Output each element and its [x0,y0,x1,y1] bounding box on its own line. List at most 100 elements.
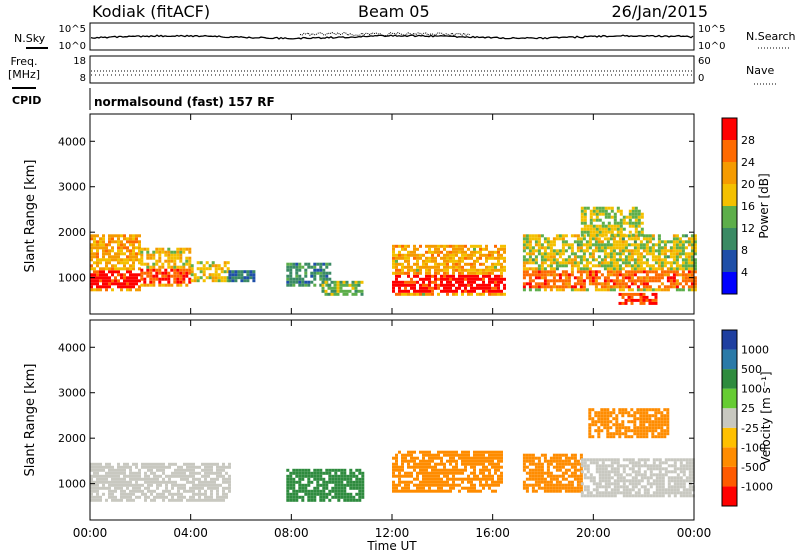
data-cell-1-5 [603,426,607,430]
data-cell-1-4 [598,464,602,468]
data-cell-0-6 [446,271,449,275]
data-cell-1-3 [564,462,568,466]
data-cell-0-8 [622,215,626,219]
data-cell-1-4 [688,464,692,468]
data-cell-0-6 [497,277,500,281]
data-cell-1-0 [141,462,144,466]
data-cell-0-7 [621,249,625,253]
data-cell-1-2 [425,480,428,484]
data-cell-0-8 [580,215,584,219]
data-cell-0-4 [286,277,290,281]
data-cell-0-0 [105,285,108,289]
data-cell-1-0 [156,477,159,481]
data-cell-0-6 [404,247,407,251]
data-cell-1-0 [180,474,183,478]
data-cell-1-2 [404,489,407,493]
data-cell-0-6 [419,256,422,260]
data-cell-0-0 [111,240,114,244]
data-cell-0-1 [170,265,174,269]
data-cell-1-0 [225,465,228,469]
data-cell-1-2 [443,480,446,484]
data-cell-1-0 [171,483,174,487]
data-cell-0-8 [613,212,617,216]
data-cell-0-7 [675,255,679,259]
data-cell-1-5 [588,429,592,433]
data-cell-0-8 [616,227,620,231]
data-cell-0-6 [392,265,395,269]
data-cell-1-2 [407,450,410,454]
data-cell-1-0 [114,495,117,499]
data-cell-0-6 [452,283,455,287]
data-cell-1-3 [546,483,550,487]
data-cell-1-4 [676,479,680,483]
data-cell-0-7 [576,261,580,265]
data-cell-1-2 [395,453,398,457]
data-cell-1-2 [392,486,395,490]
data-cell-1-5 [651,435,655,439]
data-cell-0-6 [443,253,446,257]
data-cell-0-7 [693,288,697,292]
data-cell-0-3 [228,279,232,283]
data-cell-0-7 [657,273,661,277]
data-cell-1-0 [120,480,123,484]
data-cell-0-6 [473,265,476,269]
data-cell-0-7 [654,249,658,253]
data-cell-0-0 [105,252,108,256]
data-cell-0-6 [461,247,464,251]
data-cell-0-7 [639,279,643,283]
data-cell-1-0 [144,471,147,475]
data-cell-1-2 [488,459,491,463]
data-cell-1-3 [567,462,571,466]
data-cell-0-7 [669,282,673,286]
data-cell-1-0 [108,474,111,478]
data-cell-1-3 [549,483,553,487]
data-cell-1-4 [688,458,692,462]
data-cell-0-1 [182,280,186,284]
data-cell-0-0 [102,270,105,274]
data-cell-0-7 [684,267,688,271]
data-cell-0-4 [316,262,320,266]
data-cell-1-2 [410,453,413,457]
data-cell-1-0 [168,474,171,478]
data-cell-1-2 [500,471,503,475]
data-cell-1-2 [440,450,443,454]
data-cell-1-1 [349,498,353,502]
data-cell-1-3 [534,483,538,487]
data-cell-0-0 [99,270,102,274]
data-cell-1-4 [649,482,653,486]
data-cell-0-1 [173,253,177,257]
data-cell-1-0 [201,480,204,484]
data-cell-0-7 [654,243,658,247]
data-cell-0-6 [473,280,476,284]
data-cell-1-5 [654,408,658,412]
data-cell-0-7 [630,288,634,292]
data-cell-0-6 [497,247,500,251]
data-cell-0-7 [684,264,688,268]
data-cell-1-4 [640,458,644,462]
data-cell-1-4 [682,473,686,477]
data-cell-0-7 [618,249,622,253]
data-cell-1-3 [567,486,571,490]
data-cell-1-0 [123,480,126,484]
data-cell-1-1 [361,474,365,478]
data-cell-0-6 [425,271,428,275]
data-cell-1-0 [219,465,222,469]
data-cell-0-8 [619,209,623,213]
data-cell-1-4 [634,476,638,480]
data-cell-0-7 [672,267,676,271]
data-cell-0-0 [90,258,93,262]
data-cell-1-0 [156,474,159,478]
data-cell-0-2 [202,264,206,268]
data-cell-0-7 [525,243,529,247]
data-cell-0-4 [322,268,326,272]
data-cell-1-0 [195,492,198,496]
data-cell-0-6 [458,244,461,248]
data-cell-0-6 [503,286,506,290]
data-cell-1-1 [334,486,338,490]
data-cell-1-1 [304,471,308,475]
data-cell-1-4 [655,464,659,468]
data-cell-0-7 [606,282,610,286]
data-cell-1-1 [322,471,326,475]
data-cell-0-8 [589,209,593,213]
data-cell-1-1 [343,489,347,493]
